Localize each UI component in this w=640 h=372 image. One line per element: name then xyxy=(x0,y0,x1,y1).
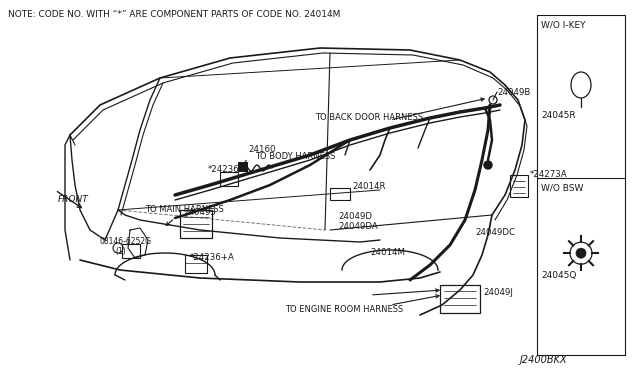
Text: TO BACK DOOR HARNESS: TO BACK DOOR HARNESS xyxy=(315,113,423,122)
Text: TO MAIN HARNESS: TO MAIN HARNESS xyxy=(145,205,224,214)
Text: TO BODY HARNESS: TO BODY HARNESS xyxy=(255,152,335,161)
Text: 24049D: 24049D xyxy=(338,212,372,221)
Bar xyxy=(122,244,140,258)
Text: NOTE: CODE NO. WITH “*” ARE COMPONENT PARTS OF CODE NO. 24014M: NOTE: CODE NO. WITH “*” ARE COMPONENT PA… xyxy=(8,10,340,19)
Bar xyxy=(180,210,212,238)
Text: 240493: 240493 xyxy=(183,208,216,217)
Text: 08146-6252G: 08146-6252G xyxy=(100,237,152,246)
Circle shape xyxy=(484,161,492,169)
Ellipse shape xyxy=(576,248,586,258)
Bar xyxy=(330,188,350,200)
Text: 24049DA: 24049DA xyxy=(338,222,378,231)
Bar xyxy=(510,175,528,197)
Bar xyxy=(238,162,248,172)
Text: 24160: 24160 xyxy=(248,145,275,154)
Text: 24014R: 24014R xyxy=(352,182,385,191)
Text: 24049J: 24049J xyxy=(483,288,513,297)
Text: 24049B: 24049B xyxy=(497,88,531,97)
Bar xyxy=(440,285,480,313)
Text: 24045Q: 24045Q xyxy=(541,271,577,280)
Text: W/O I-KEY: W/O I-KEY xyxy=(541,20,586,29)
Text: 24049DC: 24049DC xyxy=(475,228,515,237)
Text: *24273A: *24273A xyxy=(530,170,568,179)
Text: *24236: *24236 xyxy=(208,165,240,174)
Text: W/O BSW: W/O BSW xyxy=(541,183,584,192)
Bar xyxy=(185,255,207,273)
Text: J2400BKX: J2400BKX xyxy=(520,355,568,365)
Text: 24045R: 24045R xyxy=(541,111,575,120)
Text: *24236+A: *24236+A xyxy=(190,253,235,262)
Bar xyxy=(220,172,238,186)
Text: 24014M: 24014M xyxy=(370,248,405,257)
Text: FRONT: FRONT xyxy=(58,195,89,204)
Text: (1): (1) xyxy=(115,247,125,256)
Text: TO ENGINE ROOM HARNESS: TO ENGINE ROOM HARNESS xyxy=(285,305,403,314)
